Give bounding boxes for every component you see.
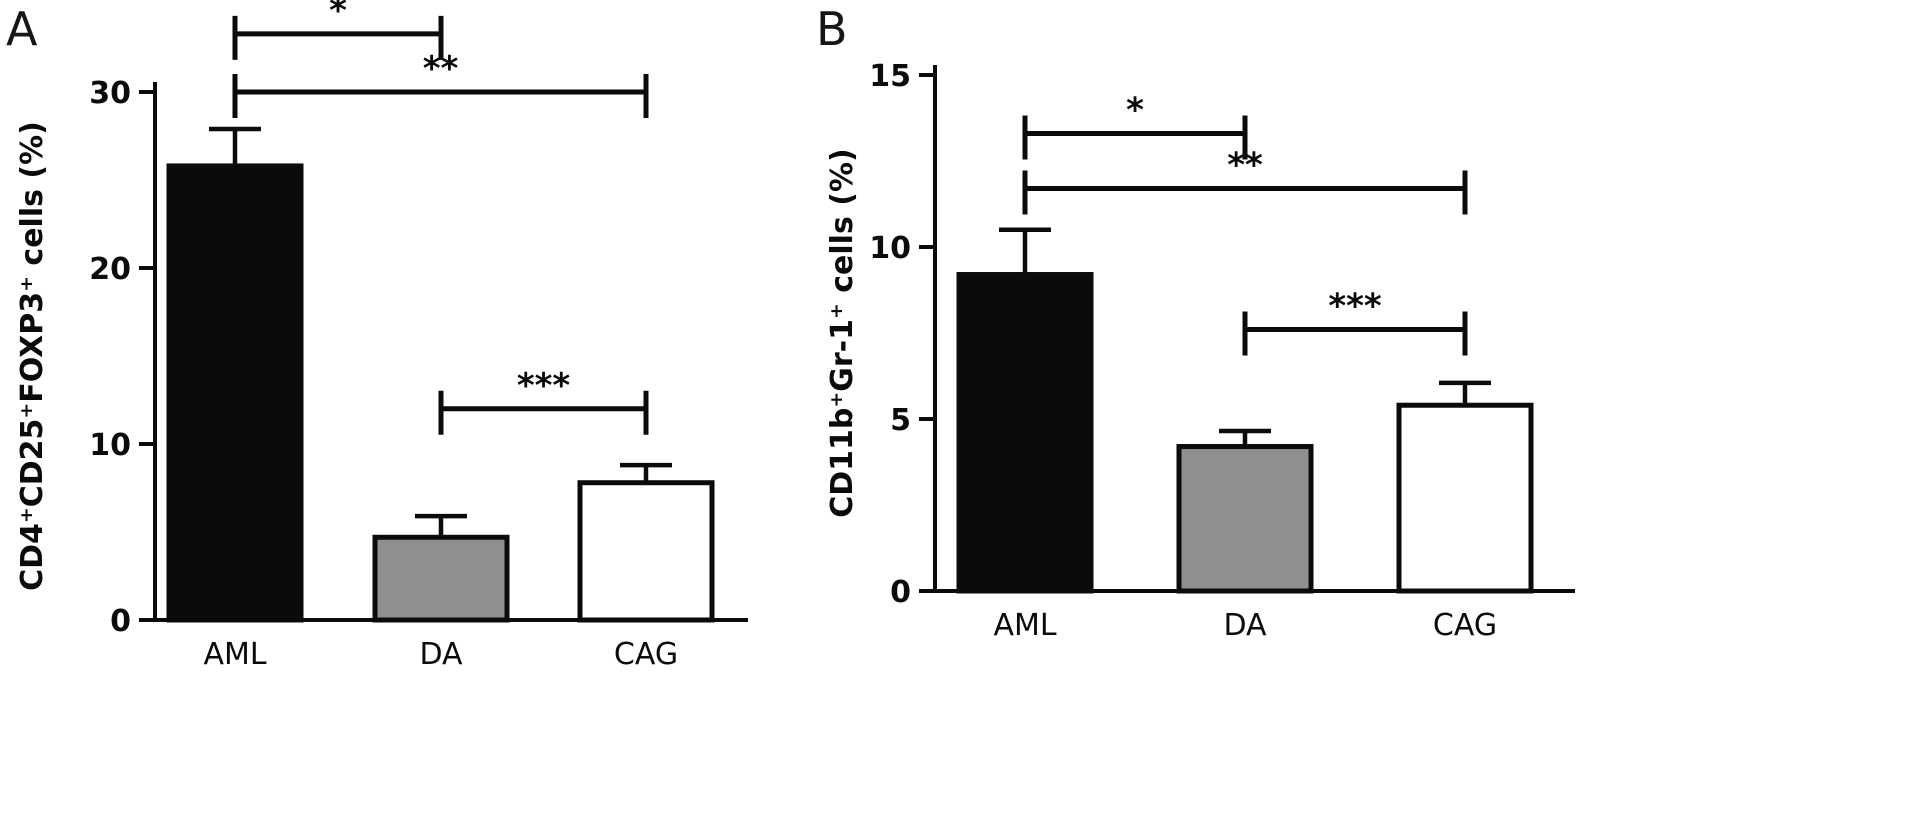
significance-label: *** [517,366,571,406]
panel-a: A AML DA CAG 0 10 20 30 CD4⁺CD25⁺FOXP3⁺ cells (… [0,0,800,822]
y-tick-label: 0 [110,604,131,639]
y-tick-label: 0 [890,575,911,610]
x-tick-label: DA [1223,608,1267,643]
y-tick-label: 20 [89,252,131,287]
panel-b: B AML DA CAG 0 5 10 15 CD11b⁺Gr-1⁺ cells (%) * **… [810,0,1610,822]
x-tick-label: AML [993,608,1056,643]
significance-label: ** [423,49,459,89]
y-tick-label: 30 [89,76,131,111]
y-tick-label: 15 [869,59,911,94]
panel-b-label: B [816,2,848,56]
x-tick-label: DA [419,637,463,672]
y-axis-label: CD4⁺CD25⁺FOXP3⁺ cells (%) [15,121,50,591]
bar-cag [1396,402,1534,594]
bar-da [1176,444,1314,594]
x-tick-label: CAG [614,637,678,672]
x-tick-label: AML [203,637,266,672]
y-tick-label: 10 [869,231,911,266]
significance-label: ** [1227,146,1263,186]
bar-da [372,534,510,623]
y-axis-label: CD11b⁺Gr-1⁺ cells (%) [825,148,860,517]
panel-a-chart: AML DA CAG 0 10 20 30 CD4⁺CD25⁺FOXP3⁺ cells (%)… [15,0,748,672]
x-tick-label: CAG [1433,608,1497,643]
bar-aml [166,163,304,623]
y-tick-label: 10 [89,428,131,463]
y-tick-label: 5 [890,403,911,438]
significance-label: * [1126,90,1144,130]
bar-aml [956,272,1094,594]
panel-a-label: A [6,2,38,56]
significance-label: *** [1328,287,1382,327]
bar-cag [577,480,715,623]
significance-label: * [329,0,347,31]
